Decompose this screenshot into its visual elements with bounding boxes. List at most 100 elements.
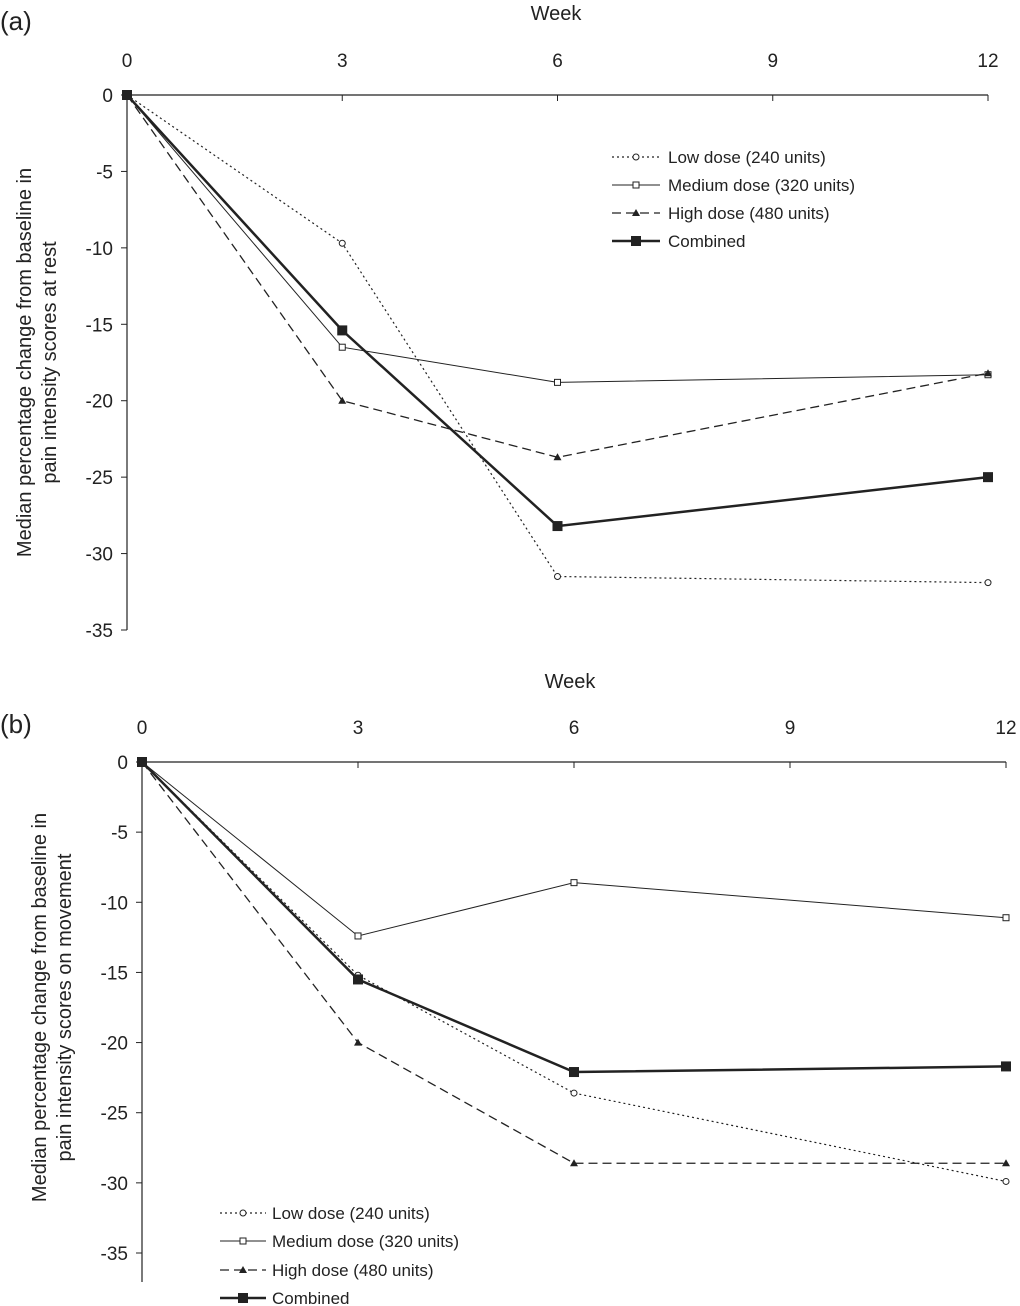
y-tick-label: -20 [86, 392, 113, 413]
series-low [138, 758, 1010, 1185]
y-axis-title-line: Median percentage change from baseline i… [29, 813, 51, 1202]
open-square-marker [338, 343, 346, 351]
legend-entry: High dose (480 units) [612, 204, 830, 223]
x-tick-label: 6 [552, 51, 563, 72]
y-tick-label: 0 [117, 753, 128, 774]
series-line [126, 94, 989, 584]
y-tick-label: -5 [96, 162, 113, 183]
open-square-marker [554, 378, 561, 386]
filled-triangle-marker [553, 453, 562, 461]
series-combined [137, 757, 1011, 1078]
panel-label: (b) [0, 709, 32, 739]
legend-label: High dose (480 units) [272, 1261, 434, 1280]
filled-square-marker [983, 472, 993, 483]
y-tick-label: -10 [101, 893, 128, 914]
y-tick-label: -30 [101, 1174, 128, 1195]
y-axis-title-line: Median percentage change from baseline i… [14, 168, 36, 557]
y-tick-label: -35 [101, 1244, 128, 1265]
legend-entry: High dose (480 units) [220, 1261, 434, 1280]
series-line [141, 761, 1007, 937]
filled-square-marker [238, 1293, 248, 1303]
legend-entry: Medium dose (320 units) [612, 176, 855, 195]
x-tick-label: 12 [977, 51, 998, 72]
y-tick-label: -25 [101, 1104, 128, 1125]
series-high [138, 758, 1010, 1167]
filled-triangle-marker [338, 396, 347, 404]
open-square-marker [354, 932, 362, 940]
filled-square-marker [353, 974, 363, 985]
open-circle-marker [984, 579, 992, 587]
open-square-marker [570, 879, 578, 887]
series-low [123, 91, 992, 587]
filled-square-marker [1001, 1061, 1011, 1072]
legend-label: High dose (480 units) [668, 204, 830, 223]
filled-square-marker [631, 236, 641, 246]
filled-triangle-marker [570, 1159, 578, 1167]
open-square-marker [239, 1237, 247, 1245]
y-tick-label: -15 [101, 963, 128, 984]
legend-label: Low dose (240 units) [272, 1204, 430, 1223]
y-axis-title-line: pain intensity scores at rest [39, 241, 61, 484]
filled-triangle-marker [632, 209, 640, 216]
open-circle-marker [554, 573, 561, 580]
legend-entry: Combined [612, 232, 746, 251]
y-axis-title: Median percentage change from baseline i… [29, 813, 76, 1202]
y-tick-label: -20 [101, 1034, 128, 1055]
legend-entry: Medium dose (320 units) [220, 1232, 459, 1251]
y-tick-label: -10 [86, 239, 113, 260]
series-medium [138, 758, 1010, 940]
legend-entry: Low dose (240 units) [612, 148, 826, 167]
x-tick-label: 0 [137, 718, 148, 739]
series-line [126, 94, 989, 528]
filled-triangle-marker [239, 1266, 247, 1273]
legend-label: Combined [668, 232, 746, 251]
x-tick-label: 9 [767, 51, 778, 72]
legend-entry: Combined [220, 1289, 350, 1306]
y-tick-label: -35 [86, 621, 113, 642]
legend-label: Medium dose (320 units) [272, 1232, 459, 1251]
filled-square-marker [122, 90, 132, 100]
x-tick-label: 3 [337, 51, 348, 72]
series-high [123, 91, 992, 461]
legend-label: Low dose (240 units) [668, 148, 826, 167]
open-circle-marker [570, 1089, 578, 1097]
y-tick-label: -5 [111, 823, 128, 844]
y-axis-title: Median percentage change from baseline i… [14, 168, 61, 557]
x-tick-label: 0 [122, 51, 133, 72]
y-tick-label: -30 [86, 545, 113, 566]
x-axis-title: Week [531, 3, 583, 25]
open-circle-marker [239, 1209, 247, 1217]
chart-panel-a: (a) Week 0 3 6 9 12 0 -5 -10 -15 -20 -25 -30 -35 Median… [0, 3, 999, 642]
x-tick-label: 3 [353, 718, 364, 739]
series-line [141, 761, 1007, 1183]
open-square-marker [1002, 914, 1010, 922]
chart-panel-b: (b) Week 0 3 6 9 12 0 -5 -10 -15 -20 -25 -30 -35 Median… [0, 671, 1017, 1306]
open-circle-marker [338, 239, 346, 247]
x-tick-label: 12 [995, 718, 1016, 739]
y-axis-title-line: pain intensity scores on movement [54, 853, 76, 1161]
panel-label: (a) [0, 6, 32, 36]
filled-square-marker [569, 1067, 579, 1078]
series-line [126, 94, 989, 458]
filled-triangle-marker [984, 369, 992, 377]
x-tick-label: 9 [785, 718, 796, 739]
legend-label: Combined [272, 1289, 350, 1306]
x-tick-label: 6 [569, 718, 580, 739]
y-tick-label: 0 [102, 86, 113, 107]
series-medium [123, 91, 992, 386]
y-tick-label: -25 [86, 468, 113, 489]
y-tick-label: -15 [86, 315, 113, 336]
filled-square-marker [137, 757, 147, 767]
legend-label: Medium dose (320 units) [668, 176, 855, 195]
series-line [141, 761, 1007, 1074]
series-line [126, 94, 989, 383]
filled-square-marker [337, 325, 348, 336]
open-circle-marker [1002, 1177, 1010, 1185]
series-line [141, 761, 1006, 1164]
x-axis-title: Week [545, 671, 597, 693]
filled-triangle-marker [354, 1038, 362, 1046]
open-square-marker [632, 181, 640, 189]
series-combined [122, 90, 993, 532]
